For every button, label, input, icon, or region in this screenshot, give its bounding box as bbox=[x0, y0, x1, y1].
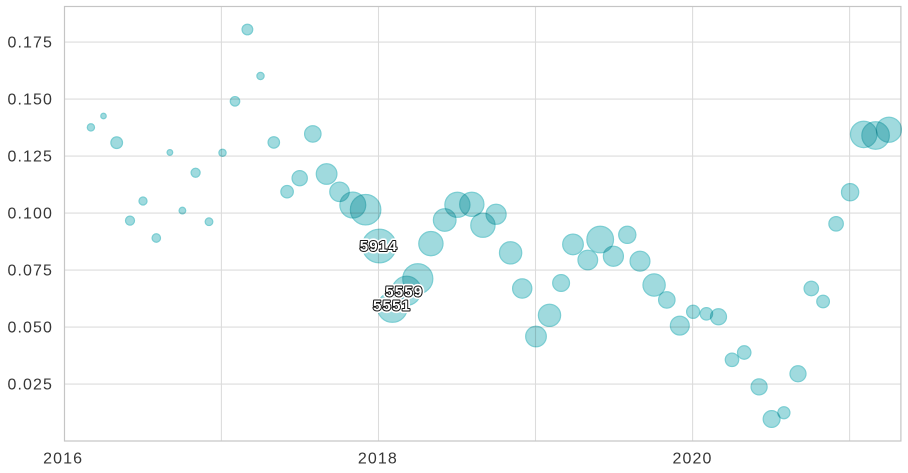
svg-text:5559: 5559 bbox=[385, 284, 423, 301]
svg-text:5551: 5551 bbox=[373, 298, 411, 315]
svg-text:5914: 5914 bbox=[360, 238, 398, 255]
svg-text:0.125: 0.125 bbox=[7, 149, 53, 166]
svg-text:2018: 2018 bbox=[358, 451, 398, 468]
svg-text:0.025: 0.025 bbox=[7, 377, 53, 394]
svg-text:0.150: 0.150 bbox=[7, 92, 53, 109]
svg-text:5559: 5559 bbox=[385, 284, 423, 301]
svg-text:0.075: 0.075 bbox=[7, 263, 53, 280]
svg-text:2016: 2016 bbox=[43, 451, 83, 468]
svg-text:2020: 2020 bbox=[673, 451, 713, 468]
svg-text:0.100: 0.100 bbox=[7, 206, 53, 223]
svg-text:0.175: 0.175 bbox=[7, 35, 53, 52]
svg-text:5559: 5559 bbox=[385, 284, 423, 301]
svg-text:0.050: 0.050 bbox=[7, 320, 53, 337]
svg-text:5914: 5914 bbox=[360, 238, 398, 255]
svg-text:5551: 5551 bbox=[373, 298, 411, 315]
svg-text:5914: 5914 bbox=[360, 238, 398, 255]
svg-text:5551: 5551 bbox=[373, 298, 411, 315]
